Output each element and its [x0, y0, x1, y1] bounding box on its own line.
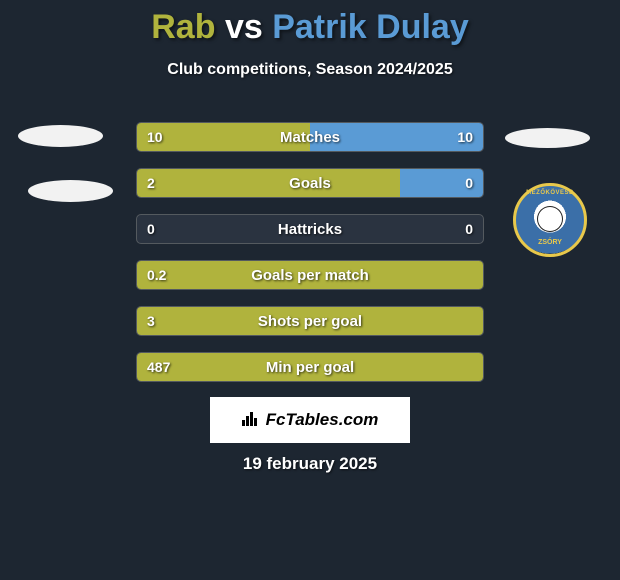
soccer-ball-icon [537, 206, 563, 232]
date-text: 19 february 2025 [0, 454, 620, 474]
stat-bar: 487Min per goal [136, 352, 484, 382]
stat-label: Matches [137, 123, 483, 151]
stat-label: Hattricks [137, 215, 483, 243]
player1-name: Rab [151, 8, 215, 46]
brand-text: FcTables.com [266, 410, 379, 430]
comparison-title: Rab vs Patrik Dulay [0, 0, 620, 47]
crest-bottom-text: ZSÓRY [516, 239, 584, 246]
stat-label: Goals per match [137, 261, 483, 289]
team-crest: MEZŐKÖVESD ZSÓRY [510, 180, 590, 260]
brand-box: FcTables.com [210, 397, 410, 443]
placeholder-ellipse-3 [505, 128, 590, 148]
placeholder-ellipse-2 [28, 180, 113, 202]
subtitle: Club competitions, Season 2024/2025 [0, 61, 620, 79]
stat-bar: 00Hattricks [136, 214, 484, 244]
stat-bar: 1010Matches [136, 122, 484, 152]
placeholder-ellipse-1 [18, 125, 103, 147]
stat-label: Min per goal [137, 353, 483, 381]
crest-top-text: MEZŐKÖVESD [516, 190, 584, 196]
vs-text: vs [225, 8, 263, 46]
player2-name: Patrik Dulay [272, 8, 469, 46]
stats-container: 1010Matches 20Goals 00Hattricks 0.2Goals pe… [136, 122, 484, 398]
stat-bar: 0.2Goals per match [136, 260, 484, 290]
stat-bar: 3Shots per goal [136, 306, 484, 336]
stat-label: Goals [137, 169, 483, 197]
chart-bar-icon [242, 410, 260, 431]
stat-label: Shots per goal [137, 307, 483, 335]
stat-bar: 20Goals [136, 168, 484, 198]
